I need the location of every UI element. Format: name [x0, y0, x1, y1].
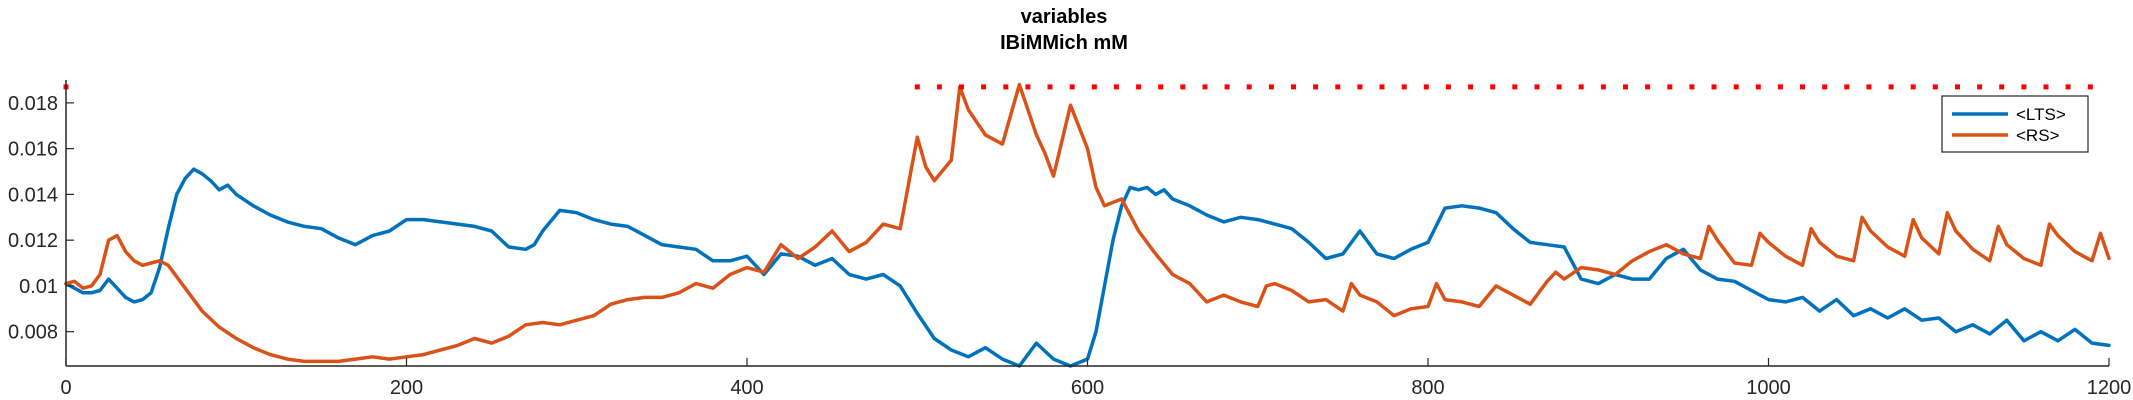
event-marker [1910, 84, 1916, 90]
y-tick-label: 0.01 [19, 276, 58, 298]
event-marker [1158, 84, 1164, 90]
event-marker [1800, 84, 1805, 90]
event-marker [1645, 84, 1651, 90]
event-marker [1932, 84, 1938, 90]
event-marker [1888, 84, 1894, 90]
chart-subtitle: IBiMMich mM [1000, 32, 1128, 54]
event-marker [1556, 84, 1562, 90]
event-marker [1822, 84, 1828, 90]
event-marker [1667, 84, 1673, 90]
y-tick-label: 0.018 [8, 93, 58, 115]
event-marker [981, 84, 987, 90]
event-marker [2021, 84, 2027, 90]
event-marker [959, 84, 964, 90]
event-marker [1113, 84, 1119, 90]
event-marker [1534, 84, 1540, 90]
series-line-2 [64, 82, 2111, 364]
event-marker [1268, 84, 1274, 90]
event-marker [914, 84, 920, 90]
x-tick-label: 800 [1411, 377, 1444, 399]
event-marker [1136, 84, 1142, 90]
event-marker [1445, 84, 1451, 90]
event-marker [1224, 84, 1230, 90]
chart-title: variables [1021, 6, 1108, 28]
legend-label-2: <RS> [2016, 126, 2060, 145]
event-marker [1733, 84, 1739, 90]
event-marker [1180, 84, 1186, 90]
axes: 0 200 400 600 800 1000 1200 0.008 0.01 0.012 0.014… [8, 80, 2131, 399]
event-marker [1977, 84, 1983, 90]
y-tick-label: 0.012 [8, 230, 58, 252]
event-marker [1025, 84, 1031, 90]
event-marker [1202, 84, 1208, 90]
event-marker [1755, 84, 1761, 90]
event-marker [1069, 84, 1075, 90]
event-marker [1357, 84, 1363, 90]
legend: <LTS> <RS> [1941, 95, 2089, 153]
event-marker [1866, 84, 1872, 90]
event-marker [1246, 84, 1252, 90]
legend-box [1941, 95, 2089, 153]
y-tick-label: 0.016 [8, 139, 58, 161]
x-tick-label: 1200 [2087, 377, 2132, 399]
event-marker [1335, 84, 1341, 90]
x-tick-label: 1000 [1746, 377, 1791, 399]
event-marker [2065, 84, 2071, 90]
event-marker [1955, 84, 1960, 90]
x-tick-label: 600 [1071, 377, 1104, 399]
x-tick-label: 400 [730, 377, 763, 399]
series-line-1 [64, 167, 2111, 368]
x-tick-label: 200 [390, 377, 423, 399]
event-marker [1711, 84, 1717, 90]
event-marker [2087, 84, 2093, 90]
event-marker [1401, 84, 1407, 90]
y-tick-label: 0.014 [8, 184, 58, 206]
event-marker [1999, 84, 2005, 90]
event-marker [1844, 84, 1850, 90]
event-marker [1512, 84, 1518, 90]
series-layer [63, 82, 2111, 368]
event-marker [1379, 84, 1385, 90]
event-marker [2043, 84, 2049, 90]
event-marker [1578, 84, 1584, 90]
x-tick-label: 0 [60, 377, 71, 399]
event-marker [1003, 84, 1009, 90]
y-tick-label: 0.008 [8, 322, 58, 344]
event-marker [1423, 84, 1429, 90]
event-marker [1623, 84, 1628, 90]
event-marker [1777, 84, 1783, 90]
event-marker [1047, 84, 1053, 90]
event-marker [1490, 84, 1496, 90]
event-marker [1689, 84, 1695, 90]
event-marker [1313, 84, 1319, 90]
event-marker [936, 84, 942, 90]
event-marker [1600, 84, 1606, 90]
event-marker [1468, 84, 1474, 90]
legend-label-1: <LTS> [2016, 105, 2066, 124]
event-marker [1291, 84, 1296, 90]
event-marker [1091, 84, 1097, 90]
